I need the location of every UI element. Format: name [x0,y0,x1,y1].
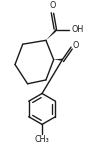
Text: O: O [73,41,79,50]
Polygon shape [46,29,57,40]
Text: CH₃: CH₃ [35,135,49,144]
Text: OH: OH [71,25,83,34]
Text: O: O [50,1,56,10]
Polygon shape [54,59,62,61]
